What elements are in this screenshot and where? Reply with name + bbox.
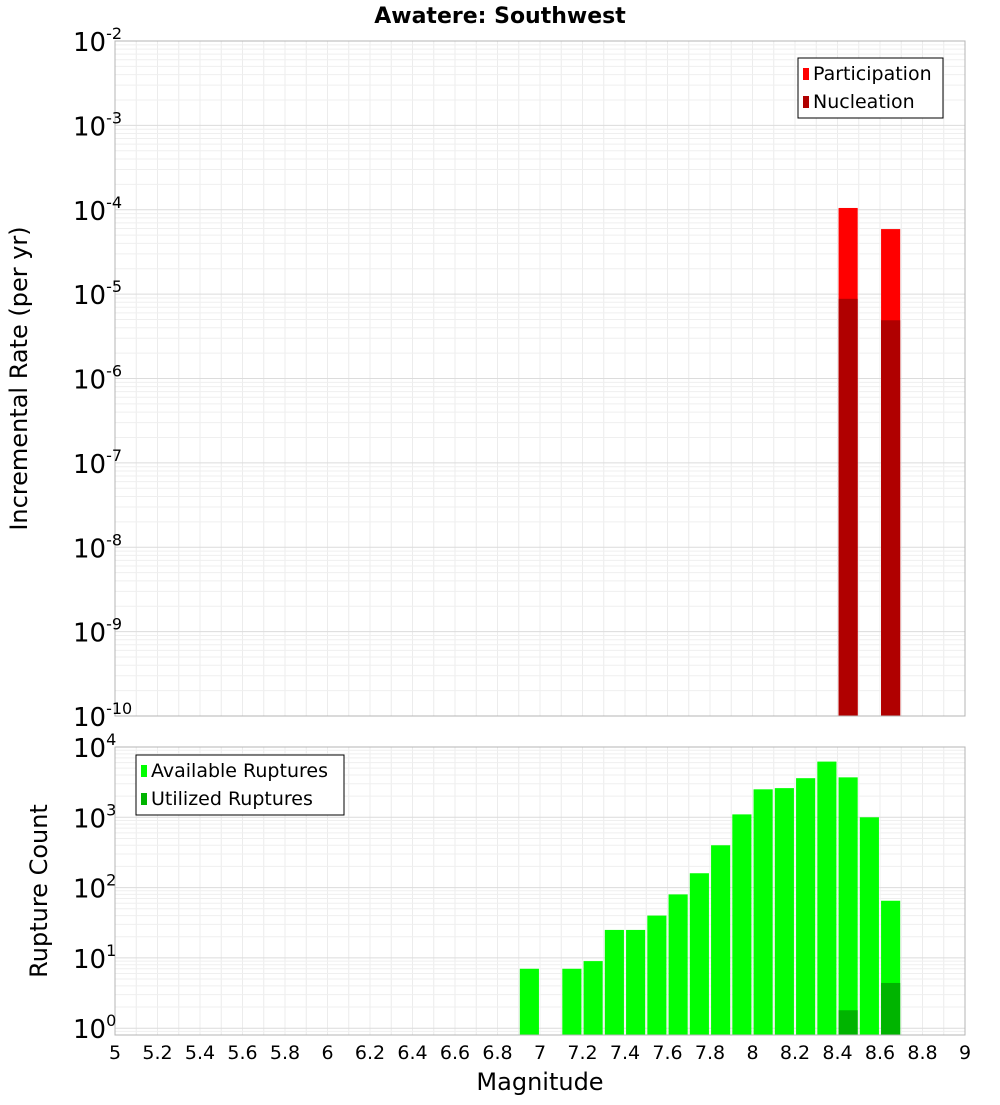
rate-y-tick-label: 10-4: [73, 193, 122, 227]
count-bar-available-ruptures: [647, 915, 667, 1035]
count-y-tick-label: 102: [73, 871, 116, 905]
count-bar-available-ruptures: [626, 929, 646, 1035]
count-bar-available-ruptures: [519, 968, 539, 1035]
rate-y-axis-label: Incremental Rate (per yr): [5, 226, 33, 530]
rate-bar-nucleation: [881, 320, 901, 716]
chart-title: Awatere: Southwest: [374, 4, 626, 29]
count-legend-label: Available Ruptures: [151, 760, 328, 782]
rate-y-tick-label: 10-10: [73, 699, 132, 733]
count-legend-label: Utilized Ruptures: [151, 788, 313, 810]
x-tick-label: 5: [109, 1042, 121, 1064]
x-tick-label: 8.4: [822, 1042, 852, 1064]
count-bar-available-ruptures: [753, 789, 773, 1035]
rate-y-tick-label: 10-3: [73, 108, 122, 142]
count-series-available-ruptures: [519, 761, 901, 1035]
rate-y-tick-label: 10-9: [73, 615, 122, 649]
x-tick-label: 7.8: [695, 1042, 725, 1064]
x-tick-label: 7.6: [652, 1042, 682, 1064]
count-legend-swatch: [141, 793, 147, 805]
rate-y-tick-label: 10-7: [73, 446, 122, 480]
x-tick-label: 9: [959, 1042, 971, 1064]
count-legend-swatch: [141, 765, 147, 777]
count-bar-utilized-ruptures: [881, 982, 901, 1035]
x-tick-label: 6: [321, 1042, 333, 1064]
rate-legend: Participation Nucleation: [797, 57, 944, 119]
count-y-tick-label: 103: [73, 800, 116, 834]
rate-y-tick-label: 10-5: [73, 277, 122, 311]
rate-legend-box: [797, 57, 944, 119]
x-axis-label: Magnitude: [476, 1068, 603, 1096]
count-series-utilized-ruptures: [838, 982, 901, 1035]
count-bar-available-ruptures: [604, 929, 624, 1035]
rate-legend-swatch: [803, 96, 809, 108]
rate-series-nucleation: [838, 298, 901, 716]
count-bar-available-ruptures: [562, 968, 582, 1035]
x-tick-label: 6.4: [397, 1042, 427, 1064]
x-tick-label: 8.2: [780, 1042, 810, 1064]
count-bar-available-ruptures: [732, 814, 752, 1035]
x-tick-label: 7.4: [610, 1042, 640, 1064]
rate-legend-label: Nucleation: [813, 91, 915, 113]
x-tick-label: 5.2: [142, 1042, 172, 1064]
count-bar-available-ruptures: [711, 845, 731, 1035]
count-y-tick-label: 101: [73, 941, 116, 975]
count-legend: Available Ruptures Utilized Ruptures: [135, 754, 345, 816]
x-tick-label: 5.8: [270, 1042, 300, 1064]
count-bar-available-ruptures: [817, 761, 837, 1035]
count-bar-available-ruptures: [838, 777, 858, 1035]
x-tick-label: 8.8: [907, 1042, 937, 1064]
x-tick-label: 7: [534, 1042, 546, 1064]
count-bar-utilized-ruptures: [838, 1010, 858, 1035]
x-tick-label: 8.6: [865, 1042, 895, 1064]
rate-legend-swatch: [803, 68, 809, 80]
rate-legend-label: Participation: [813, 63, 932, 85]
x-tick-label: 5.4: [185, 1042, 215, 1064]
participation-nucleation-panel: 10-2 10-3 10-4 10-5 10-6 10-7 10-8 10-9 10-10 Inc…: [5, 24, 966, 733]
count-bar-available-ruptures: [774, 788, 794, 1035]
count-y-tick-label: 100: [73, 1011, 116, 1045]
rate-y-tick-label: 10-6: [73, 362, 122, 396]
count-bar-available-ruptures: [796, 778, 816, 1035]
rupture-count-panel: 104 103 102 101 100 Rupture Count Available Ru…: [25, 730, 971, 1096]
rate-y-tick-label: 10-8: [73, 530, 122, 564]
rate-grid: [114, 41, 966, 717]
count-bar-available-ruptures: [689, 873, 709, 1035]
x-tick-label: 6.2: [355, 1042, 385, 1064]
count-legend-box: [135, 754, 345, 816]
x-tick-label: 6.8: [482, 1042, 512, 1064]
count-plot-frame: [114, 746, 966, 1036]
count-bar-available-ruptures: [859, 817, 879, 1035]
rate-y-tick-label: 10-2: [73, 24, 122, 58]
rate-bar-nucleation: [838, 298, 858, 716]
count-bar-available-ruptures: [668, 894, 688, 1035]
count-y-axis-label: Rupture Count: [25, 804, 53, 978]
x-tick-label: 7.2: [567, 1042, 597, 1064]
count-bar-available-ruptures: [583, 961, 603, 1035]
x-tick-label: 5.6: [227, 1042, 257, 1064]
x-tick-label: 6.6: [440, 1042, 470, 1064]
count-y-tick-label: 104: [73, 730, 116, 764]
rate-plot-frame: [114, 40, 966, 717]
x-tick-label: 8: [746, 1042, 758, 1064]
